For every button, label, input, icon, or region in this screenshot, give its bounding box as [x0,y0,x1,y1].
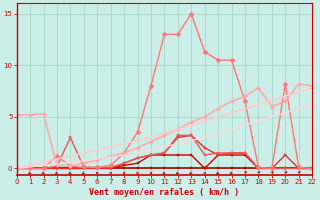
X-axis label: Vent moyen/en rafales ( km/h ): Vent moyen/en rafales ( km/h ) [89,188,239,197]
